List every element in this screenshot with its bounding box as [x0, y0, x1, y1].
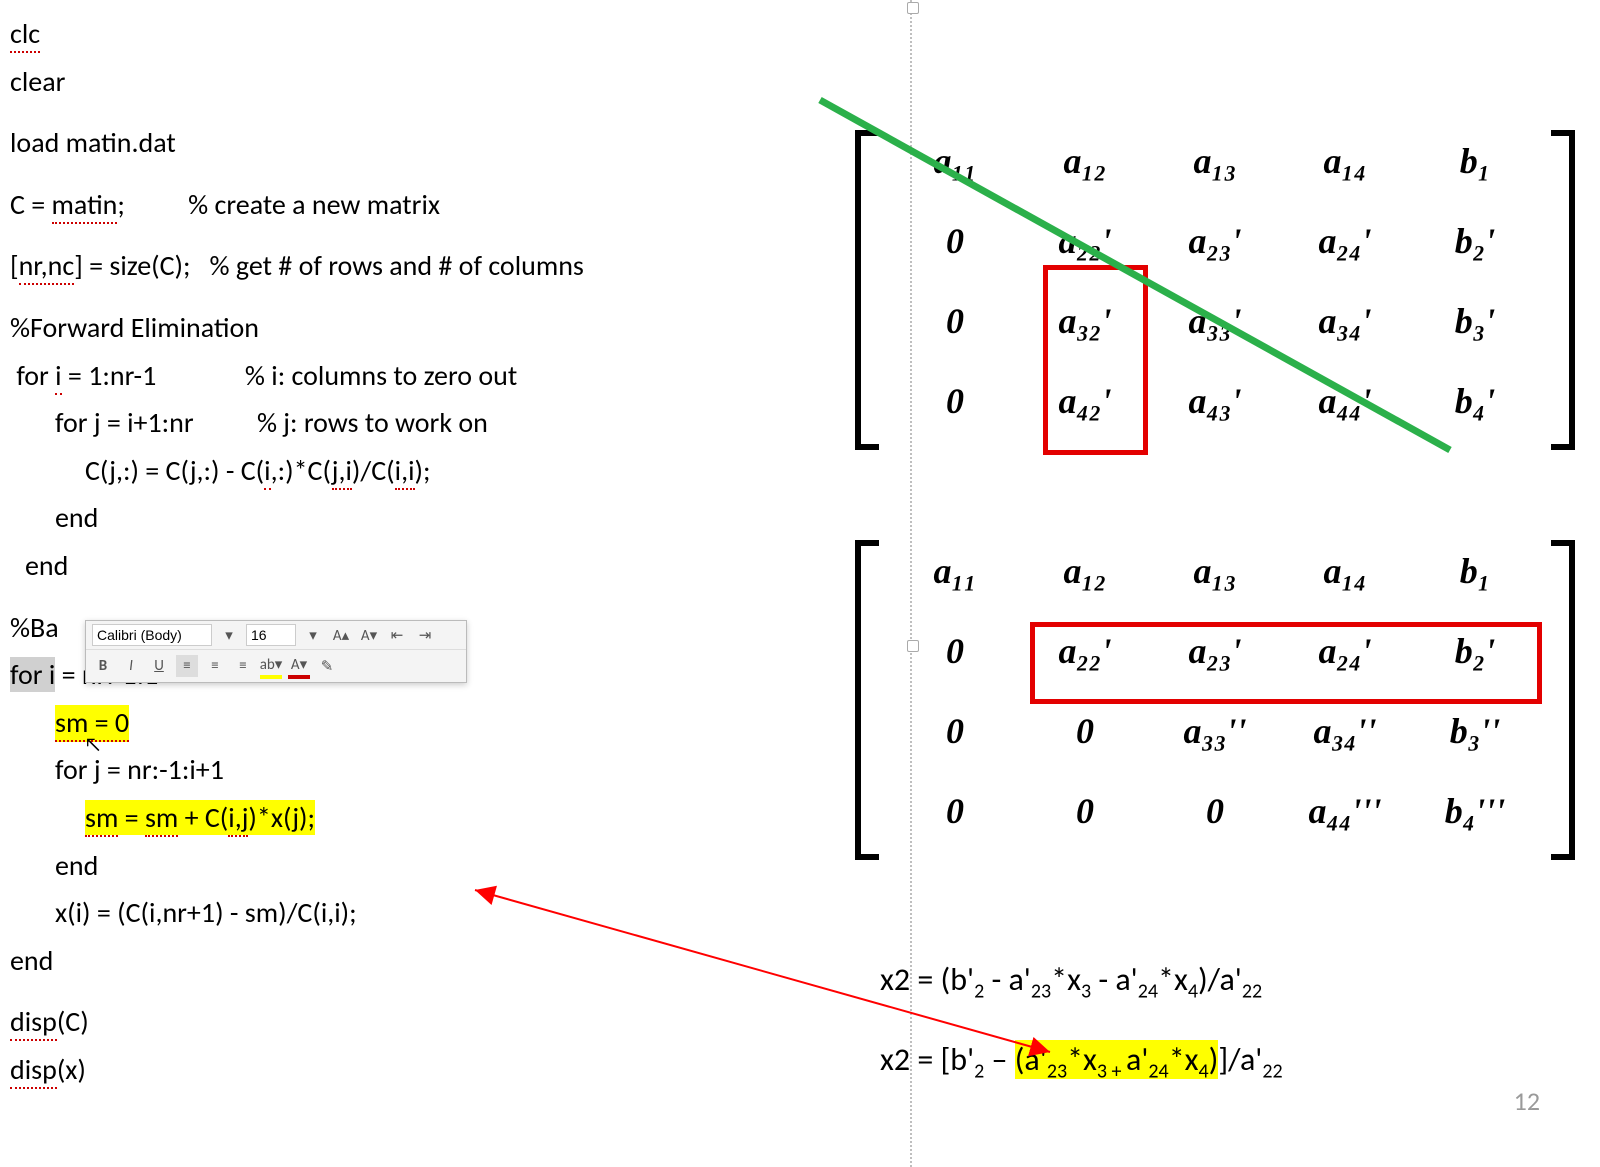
format-painter-button[interactable]: ✎ [316, 655, 338, 677]
code-line: C(j,:) = C(j,:) - C(i,:)*C(j,i)/C(i,i); [10, 447, 830, 495]
align-center-button[interactable]: ≡ [204, 655, 226, 677]
blank-line [10, 228, 830, 242]
text-cursor-icon: ↖ [84, 733, 102, 757]
red-box-1 [1043, 265, 1148, 455]
grow-font-button[interactable]: A▴ [330, 624, 352, 646]
blank-line [10, 590, 830, 604]
code-line: sm = sm + C(i,j)*x(j); [10, 794, 830, 842]
code-line: end [10, 494, 830, 542]
decrease-indent-button[interactable]: ⇤ [386, 624, 408, 646]
dropdown-icon[interactable]: ▾ [218, 624, 240, 646]
italic-button[interactable]: I [120, 655, 142, 677]
code-line: for j = nr:-1:i+1 [10, 746, 830, 794]
blank-line [10, 167, 830, 181]
shrink-font-button[interactable]: A▾ [358, 624, 380, 646]
bracket-right [1551, 540, 1575, 860]
mini-format-toolbar[interactable]: ▾ ▾ A▴ A▾ ⇤ ⇥ B I U ≡ ≡ ≡ ab▾ A▾ ✎ [85, 620, 467, 683]
increase-indent-button[interactable]: ⇥ [414, 624, 436, 646]
equation-1: x2 = (b'2 - a'23*x3 - a'24*x4)/a'22 [880, 960, 1262, 1003]
code-line: for j = i+1:nr % j: rows to work on [10, 399, 830, 447]
code-line: load matin.dat [10, 119, 830, 167]
blank-line [10, 290, 830, 304]
align-left-button[interactable]: ≡ [176, 655, 198, 677]
code-block[interactable]: clc clear load matin.dat C = matin; % cr… [10, 10, 830, 1093]
code-line: C = matin; % create a new matrix [10, 181, 830, 229]
code-line: end [10, 937, 830, 985]
code-line: end [10, 542, 830, 590]
code-line: clc [10, 10, 830, 58]
code-line: x(i) = (C(i,nr+1) - sm)/C(i,i); [10, 889, 830, 937]
font-color-button[interactable]: A▾ [288, 653, 310, 679]
matrix-1: a₁₁a₁₂a₁₃a₁₄b₁ 0a₂₂'a₂₃'a₂₄'b₂' 0a₃₂'a₃₃… [855, 130, 1575, 450]
code-line: end [10, 842, 830, 890]
equation-2: x2 = [b'2 – (a'23*x3 + a'24*x4)]/a'22 [880, 1040, 1283, 1083]
align-right-button[interactable]: ≡ [232, 655, 254, 677]
code-line: clear [10, 58, 830, 106]
red-box-2 [1030, 622, 1542, 704]
bold-button[interactable]: B [92, 655, 114, 677]
bracket-right [1551, 130, 1575, 450]
bracket-left [855, 540, 879, 860]
code-line: disp(C) [10, 998, 830, 1046]
blank-line [10, 105, 830, 119]
font-size-select[interactable] [246, 624, 296, 646]
dropdown-icon[interactable]: ▾ [302, 624, 324, 646]
code-line: disp(x) [10, 1046, 830, 1094]
page-number: 12 [1514, 1085, 1540, 1117]
code-line: sm = 0 [10, 699, 830, 747]
bracket-left [855, 130, 879, 450]
underline-button[interactable]: U [148, 655, 170, 677]
code-line: [nr,nc] = size(C); % get # of rows and #… [10, 242, 830, 290]
blank-line [10, 984, 830, 998]
code-line: for i = 1:nr-1 % i: columns to zero out [10, 352, 830, 400]
code-line: %Forward Elimination [10, 304, 830, 352]
font-family-select[interactable] [92, 624, 212, 646]
highlight-color-button[interactable]: ab▾ [260, 653, 282, 679]
divider-handle-top[interactable] [907, 2, 919, 14]
